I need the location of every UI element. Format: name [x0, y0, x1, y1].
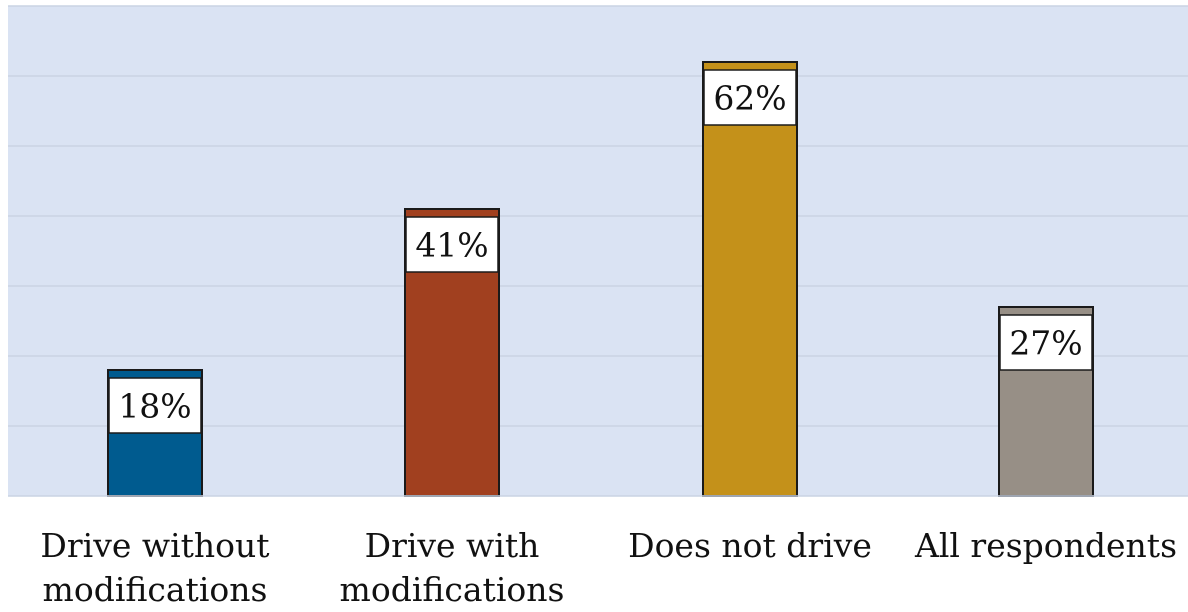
gridlines [8, 5, 1188, 427]
category-label-3: Does not drive [628, 526, 872, 565]
category-label-1: Drive without modifications [40, 526, 270, 609]
category-label-2: Drive with modifications [339, 526, 565, 609]
data-label-2: 41% [415, 226, 488, 265]
bar-3 [702, 61, 798, 497]
data-labels: 18% 41% 62% 27% [108, 69, 1093, 434]
data-label-box-4 [999, 314, 1093, 371]
data-label-4: 27% [1009, 324, 1082, 363]
data-label-box-2 [405, 216, 499, 273]
bar-chart: 18% 41% 62% 27% [8, 5, 1188, 497]
data-label-box-3 [703, 69, 797, 126]
data-label-3: 62% [713, 79, 786, 118]
category-label-4: All respondents [914, 526, 1178, 565]
data-label-box-1 [108, 377, 202, 434]
data-label-1: 18% [118, 387, 191, 426]
plot-area [8, 6, 1188, 496]
